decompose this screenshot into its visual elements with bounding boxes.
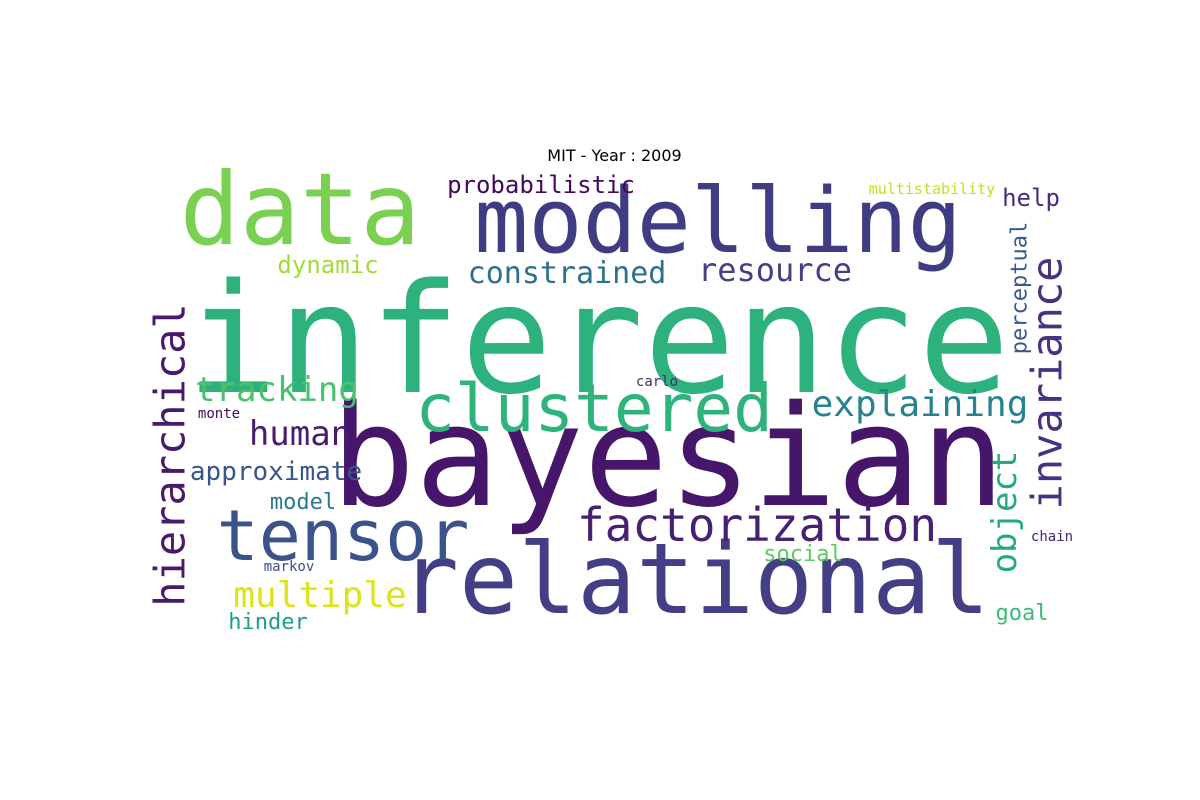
word-clustered: clustered (415, 370, 773, 447)
word-explaining: explaining (812, 384, 1029, 425)
word-resource: resource (698, 251, 852, 289)
word-constrained: constrained (468, 256, 667, 291)
word-hinder: hinder (228, 610, 307, 635)
word-probabilistic: probabilistic (447, 171, 635, 199)
word-social: social (763, 542, 842, 567)
word-modelling: modelling (474, 169, 962, 274)
word-inference: inference (186, 251, 1010, 428)
word-tracking: tracking (195, 370, 359, 410)
chart-title: MIT - Year : 2009 (547, 146, 682, 165)
word-data: data (180, 151, 421, 268)
word-perceptual: perceptual (1008, 222, 1033, 354)
word-multistability: multistability (869, 180, 995, 198)
word-tensor: tensor (217, 495, 470, 577)
word-approximate: approximate (190, 457, 362, 487)
word-bayesian: bayesian (331, 376, 1005, 539)
word-chain: chain (1031, 529, 1073, 545)
word-dynamic: dynamic (277, 251, 378, 279)
word-human: human (249, 414, 351, 454)
word-markov: markov (264, 559, 315, 575)
word-invariance: invariance (1023, 257, 1072, 510)
word-help: help (1002, 184, 1060, 212)
word-object: object (985, 451, 1025, 574)
word-multiple: multiple (233, 575, 406, 616)
word-monte: monte (198, 406, 240, 422)
word-goal: goal (996, 601, 1049, 626)
word-carlo: carlo (636, 374, 678, 390)
word-relational: relational (400, 523, 990, 637)
word-hierarchical: hierarchical (146, 303, 195, 606)
word-model: model (270, 490, 336, 515)
word-factorization: factorization (577, 498, 937, 552)
